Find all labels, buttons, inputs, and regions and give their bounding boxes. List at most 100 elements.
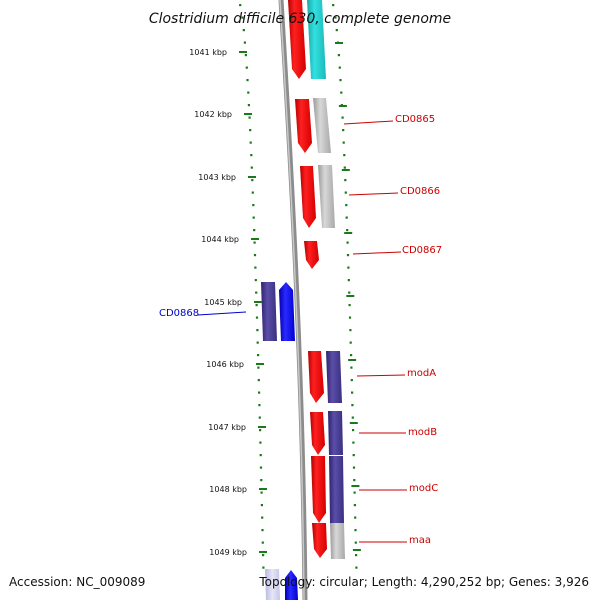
ring-dot bbox=[241, 16, 244, 19]
ring-dot bbox=[253, 229, 256, 232]
ring-dot bbox=[352, 466, 356, 469]
cds-block bbox=[307, 0, 326, 79]
ring-dot bbox=[253, 254, 257, 257]
ring-dot bbox=[256, 329, 259, 332]
leader-line bbox=[348, 192, 399, 196]
ring-dot bbox=[343, 154, 346, 157]
ring-dot bbox=[349, 341, 352, 344]
ring-dot bbox=[260, 504, 263, 507]
ring-dot bbox=[249, 141, 252, 144]
ring-dot bbox=[257, 366, 260, 369]
ring-dot bbox=[262, 554, 265, 557]
ring-dot bbox=[345, 204, 348, 207]
ring-dot bbox=[354, 541, 357, 544]
ring-dot bbox=[335, 29, 338, 32]
ring-dot bbox=[262, 566, 265, 569]
cds-block bbox=[330, 523, 345, 559]
gene-label-cd0867[interactable]: CD0867 bbox=[402, 245, 442, 256]
cds-arrow bbox=[288, 0, 306, 79]
topology-text: Topology: circular; Length: 4,290,252 bp… bbox=[258, 575, 589, 589]
ring-dot bbox=[255, 291, 258, 294]
gene-label-cd0866[interactable]: CD0866 bbox=[400, 186, 440, 197]
ring-dot bbox=[344, 179, 347, 182]
tick-label: 1049 kbp bbox=[209, 548, 247, 557]
feature-blocks bbox=[261, 0, 345, 600]
ring-dot bbox=[247, 104, 250, 107]
ring-dot bbox=[346, 229, 349, 232]
map-title: Clostridium difficile 630, complete geno… bbox=[149, 11, 451, 27]
ring-dot bbox=[354, 516, 357, 519]
ring-dot bbox=[259, 454, 262, 457]
gene-labels: CD0865 CD0866 CD0867 CD0868 modA modB mo… bbox=[159, 114, 442, 546]
ring-dot bbox=[334, 16, 337, 19]
ring-dot bbox=[250, 166, 253, 169]
ring-dot bbox=[339, 79, 342, 82]
ring-dot bbox=[258, 416, 261, 419]
ring-dot bbox=[254, 266, 257, 269]
ring-dot bbox=[253, 241, 256, 244]
ring-dot bbox=[348, 304, 351, 307]
leader-line bbox=[356, 374, 406, 377]
ring-dot bbox=[242, 29, 245, 32]
ring-dot bbox=[259, 429, 262, 432]
ring-dot bbox=[246, 79, 249, 82]
ring-dot bbox=[244, 54, 247, 57]
ring-dot bbox=[332, 4, 335, 7]
ring-dot bbox=[259, 441, 262, 444]
cds-block bbox=[265, 569, 280, 600]
ring-dot bbox=[260, 479, 263, 482]
ring-dot bbox=[347, 266, 350, 269]
ring-dot bbox=[259, 466, 263, 469]
ring-dot bbox=[352, 429, 355, 432]
leader-lines bbox=[197, 120, 407, 543]
ring-dot bbox=[251, 191, 254, 194]
ring-dot bbox=[345, 216, 348, 219]
cds-block bbox=[326, 351, 342, 403]
ring-dot bbox=[239, 4, 242, 7]
ring-dot bbox=[252, 216, 255, 219]
ring-dot bbox=[257, 379, 260, 382]
ring-dot bbox=[250, 154, 253, 157]
tick-label: 1047 kbp bbox=[208, 423, 246, 432]
ring-dot bbox=[260, 491, 263, 494]
cds-arrow bbox=[310, 412, 325, 455]
gene-label-cd0865[interactable]: CD0865 bbox=[395, 114, 435, 125]
ring-dot bbox=[351, 391, 354, 394]
ring-dot bbox=[353, 491, 356, 494]
cds-arrow bbox=[300, 166, 316, 228]
ring-dot bbox=[348, 316, 352, 319]
cds-arrow bbox=[308, 351, 324, 403]
gene-label-cd0868[interactable]: CD0868 bbox=[159, 308, 199, 319]
ring-dot bbox=[342, 129, 345, 132]
gene-label-modb[interactable]: modB bbox=[408, 427, 437, 438]
ring-dot bbox=[348, 291, 351, 294]
cds-arrow bbox=[295, 99, 312, 153]
ring-dot bbox=[340, 91, 343, 94]
ring-dot bbox=[257, 354, 260, 357]
ring-dot bbox=[344, 191, 347, 194]
ring-dot bbox=[245, 66, 248, 69]
cds-block bbox=[328, 411, 343, 455]
gene-label-maa[interactable]: maa bbox=[409, 535, 431, 546]
ring-dot bbox=[261, 516, 264, 519]
ring-dot bbox=[352, 454, 355, 457]
cds-arrow bbox=[311, 456, 326, 523]
ring-dot bbox=[353, 479, 356, 482]
ring-dot bbox=[351, 404, 354, 407]
leader-line bbox=[343, 120, 394, 125]
ring-dot bbox=[350, 366, 353, 369]
gene-label-modc[interactable]: modC bbox=[409, 483, 438, 494]
ring-dot bbox=[251, 179, 254, 182]
cds-arrow bbox=[279, 282, 295, 341]
outer-ring-dots bbox=[239, 4, 361, 569]
cds-block bbox=[313, 98, 331, 153]
gene-label-moda[interactable]: modA bbox=[407, 368, 436, 379]
ring-dot bbox=[353, 504, 356, 507]
genome-backbone bbox=[278, 0, 308, 600]
ring-dot bbox=[261, 541, 264, 544]
ring-dot bbox=[255, 304, 258, 307]
ring-dot bbox=[256, 341, 259, 344]
tick-label: 1046 kbp bbox=[206, 360, 244, 369]
tick-label: 1044 kbp bbox=[201, 235, 239, 244]
